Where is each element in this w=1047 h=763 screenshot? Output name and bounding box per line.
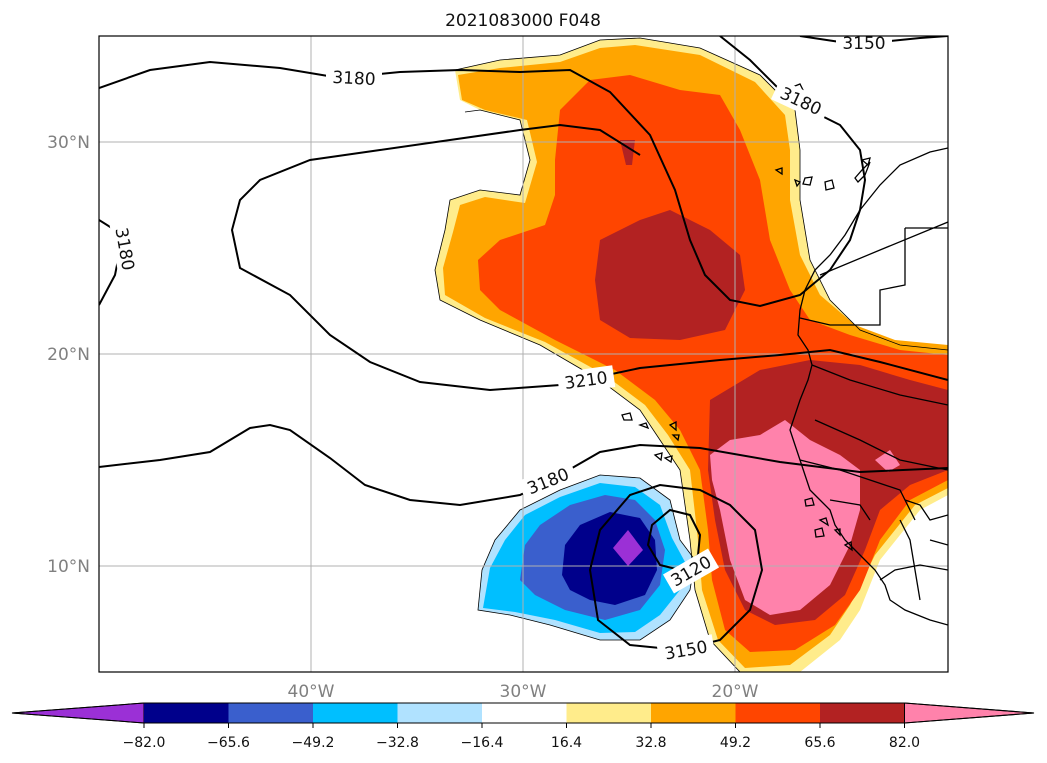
lat-label-20n: 20°N [47, 345, 90, 365]
figure-title: 2021083000 F048 [445, 11, 601, 31]
colorbar-tick-label: 82.0 [889, 735, 920, 751]
contour-label-3180-top: 3180 [332, 68, 376, 90]
map-area: 3180 3150 3180 3180 3210 3180 3120 3150 [99, 34, 948, 672]
colorbar-tick-label: −49.2 [292, 735, 335, 751]
fill-neg-82 [613, 530, 643, 566]
colorbar: −82.0 −65.6 −49.2 −32.8 −16.4 16.4 32.8 … [11, 702, 1035, 751]
contour-3120 [646, 508, 702, 572]
colorbar-segment-6 [566, 703, 651, 723]
country-borders [799, 221, 948, 601]
colorbar-ticks [143, 723, 905, 728]
colorbar-tick-label: 49.2 [720, 735, 751, 751]
cold-anomaly-fill [478, 475, 695, 640]
colorbar-tick-label: −32.8 [376, 735, 419, 751]
lon-label-20w: 20°W [712, 682, 759, 702]
fill-65-6-b [620, 140, 635, 165]
longitude-labels: 40°W 30°W 20°W [288, 682, 759, 702]
colorbar-tick-label: 65.6 [804, 735, 835, 751]
contour-label-group: 3180 3150 3180 3180 3210 3180 3120 3150 [109, 34, 892, 666]
colorbar-tick-label: 32.8 [635, 735, 666, 751]
fill-82-b [875, 450, 900, 472]
lat-label-10n: 10°N [47, 557, 90, 577]
contour-3150-south [588, 483, 764, 652]
colorbar-segment-4 [397, 703, 482, 723]
colorbar-segment-9 [820, 703, 905, 723]
colorbar-extend-low [11, 702, 145, 724]
contour-3180-south [99, 423, 948, 507]
map-frame [98, 35, 949, 673]
colorbar-segment-5 [482, 703, 567, 723]
colorbar-segment-7 [651, 703, 736, 723]
lon-label-30w: 30°W [500, 682, 547, 702]
coastlines [621, 83, 948, 626]
contour-3210 [230, 123, 948, 392]
lon-label-40w: 40°W [288, 682, 335, 702]
cape-verde [621, 412, 680, 464]
colorbar-tick-label: −82.0 [123, 735, 166, 751]
africa-coast [789, 147, 948, 626]
colorbar-segment-2 [228, 703, 313, 723]
colorbar-segment-3 [313, 703, 398, 723]
fill-65-6 [595, 210, 745, 340]
lat-label-30n: 30°N [47, 133, 90, 153]
colorbar-tick-label: −65.6 [207, 735, 250, 751]
contour-label-3150-top: 3150 [842, 34, 885, 54]
colorbar-segment-1 [144, 703, 229, 723]
canary-islands [774, 157, 871, 191]
warm-anomaly-fill [435, 38, 948, 672]
map-gridlines [99, 36, 948, 672]
height-contours [99, 36, 948, 652]
colorbar-tick-label: 16.4 [551, 735, 582, 751]
colorbar-extend-high [904, 702, 1035, 724]
bijagos [804, 497, 853, 552]
colorbar-tick-label: −16.4 [461, 735, 504, 751]
fill-neg-65-6 [562, 512, 657, 605]
colorbar-segment-8 [735, 703, 820, 723]
latitude-labels: 30°N 20°N 10°N [47, 133, 90, 577]
